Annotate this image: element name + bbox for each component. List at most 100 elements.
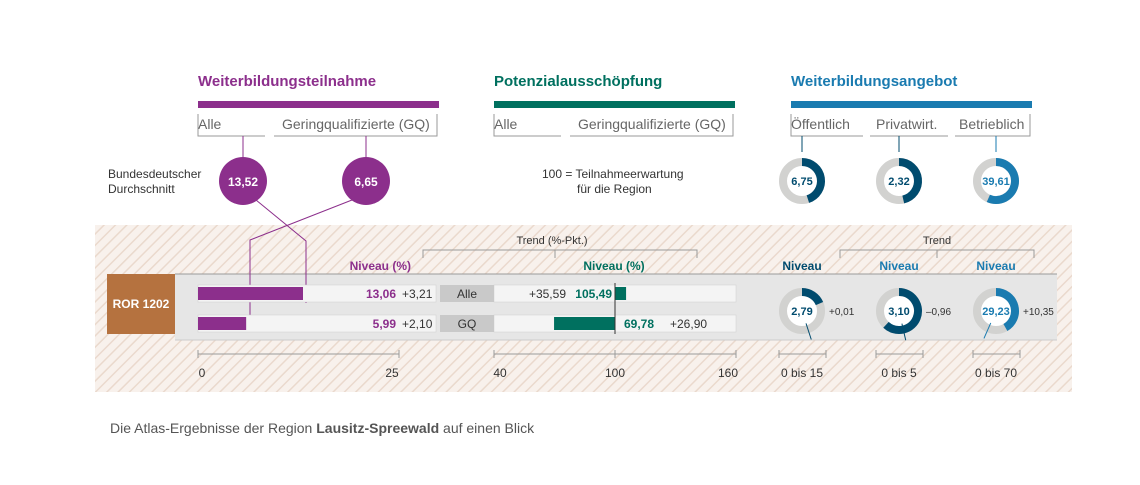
caption-region: Lausitz-Spreewald [316,420,440,436]
offer-region-donut-0: 2,79 [779,288,825,334]
row-label-alle: Alle [457,287,477,301]
header-trend: Trend [923,235,951,247]
title-exploitation: Potenzialausschöpfung [494,73,662,90]
expectation-note-line1: 100 = Teilnahmeerwartung [542,167,684,181]
donut-arc [986,158,1019,204]
offer-region-donut-1: 3,10 [876,288,922,334]
exploitation-bar-gq [554,317,615,330]
federal-gq-value: 6,65 [354,175,378,189]
offer-region-reference-tick [805,323,812,340]
exploitation-axis [493,350,737,358]
expectation-note-line2: für die Region [577,182,652,196]
header-offer-niveau-2: Niveau [879,259,918,273]
participation-tick-25: 25 [385,366,399,380]
col-header-gq: Geringqualifizierte (GQ) [282,116,430,132]
exploitation-tick-160: 160 [718,366,738,380]
offer-tick-company: 0 bis 70 [975,366,1017,380]
donut-value: 39,61 [982,176,1010,188]
offer-axis [778,350,1021,358]
participation-bracket-gq [274,114,438,137]
col-header-company: Betrieblich [959,116,1024,132]
donut-arc [801,288,824,306]
col-header-private: Privatwirt. [876,116,937,132]
header-exploitation-niveau: Niveau (%) [583,259,644,273]
offer-federal-donut-1: 2,32 [876,158,922,204]
participation-value-alle: 13,06 [366,287,396,301]
donut-arc [898,158,922,204]
exploitation-trend-alle: +35,59 [529,287,566,301]
offer-region-donuts: 2,79 +0,01 3,10 –0,96 29,23 +10,35 [779,288,1054,341]
participation-tick-0: 0 [199,366,206,380]
donut-value: 3,10 [888,306,909,318]
participation-value-gq: 5,99 [373,317,397,331]
offer-federal-donut-2: 39,61 [973,158,1019,204]
participation-col-headers: Alle Geringqualifizierte (GQ) [198,116,430,132]
exploitation-tick-100: 100 [605,366,625,380]
col-header-alle: Alle [198,116,222,132]
federal-alle-connector [255,199,307,303]
caption: Die Atlas-Ergebnisse der Region Lausitz-… [110,420,534,436]
header-trend-pp: Trend (%-Pkt.) [516,235,587,247]
header-participation-niveau: Niveau (%) [350,259,411,273]
title-offer-bar [791,101,1032,108]
federal-alle-value: 13,52 [228,175,258,189]
offer-region-donut-2: 29,23 [973,288,1019,334]
offer-federal-donuts: 6,75 2,32 39,61 [779,136,1019,204]
federal-gq-circle [342,157,390,205]
region-code: ROR 1202 [113,297,170,311]
caption-prefix: Die Atlas-Ergebnisse der Region [110,420,317,436]
donut-value: 2,79 [791,306,812,318]
offer-tick-public: 0 bis 15 [781,366,823,380]
offer-region-trend: +10,35 [1023,307,1054,318]
offer-region-reference-tick [901,323,907,341]
header-offer-niveau-1: Niveau [782,259,821,273]
title-exploitation-bar [494,101,735,108]
offer-region-trend: –0,96 [926,307,951,318]
exploitation-bar-alle [615,287,627,300]
donut-value: 6,75 [791,176,812,188]
participation-bar-alle [198,287,304,300]
title-participation-bar [198,101,439,108]
exploitation-bracket-alle [493,114,561,137]
donut-value: 2,32 [888,176,909,188]
participation-bars [198,287,304,330]
participation-bar-gq [198,317,247,330]
title-participation: Weiterbildungsteilnahme [198,73,376,90]
offer-region-reference-tick [983,322,992,339]
exploitation-value-alle: 105,49 [575,287,612,301]
col-header-alle: Alle [494,116,518,132]
row-label-box-alle [440,285,494,302]
caption-suffix: auf einen Blick [439,420,535,436]
row-label-box-gq [440,315,494,332]
row-label-gq: GQ [458,317,477,331]
participation-trend-gq: +2,10 [402,317,433,331]
exploitation-tick-40: 40 [493,366,507,380]
exploitation-bracket-gq [570,114,734,137]
donut-arc [883,288,922,334]
offer-bracket-public [790,114,863,137]
region-label-box [107,274,175,334]
exploitation-bars [554,287,627,330]
offer-bracket-company [955,114,1031,137]
participation-axis [197,350,400,358]
federal-label-line2: Durchschnitt [108,182,175,196]
col-header-public: Öffentlich [791,115,850,132]
title-offer: Weiterbildungsangebot [791,73,957,90]
offer-col-headers: Öffentlich Privatwirt. Betrieblich [791,115,1024,132]
offer-tick-private: 0 bis 5 [881,366,917,380]
federal-alle-circle [219,157,267,205]
offer-region-trend: +0,01 [829,307,855,318]
donut-value: 29,23 [982,306,1010,318]
exploitation-col-headers: Alle Geringqualifizierte (GQ) [494,116,726,132]
participation-trend-alle: +3,21 [402,287,433,301]
trend-pp-bracket [422,249,698,258]
donut-arc [801,158,825,203]
offer-federal-donut-0: 6,75 [779,158,825,204]
exploitation-value-gq: 69,78 [624,317,654,331]
header-offer-niveau-3: Niveau [976,259,1015,273]
exploitation-trend-gq: +26,90 [670,317,707,331]
donut-arc [995,288,1019,331]
col-header-gq: Geringqualifizierte (GQ) [578,116,726,132]
